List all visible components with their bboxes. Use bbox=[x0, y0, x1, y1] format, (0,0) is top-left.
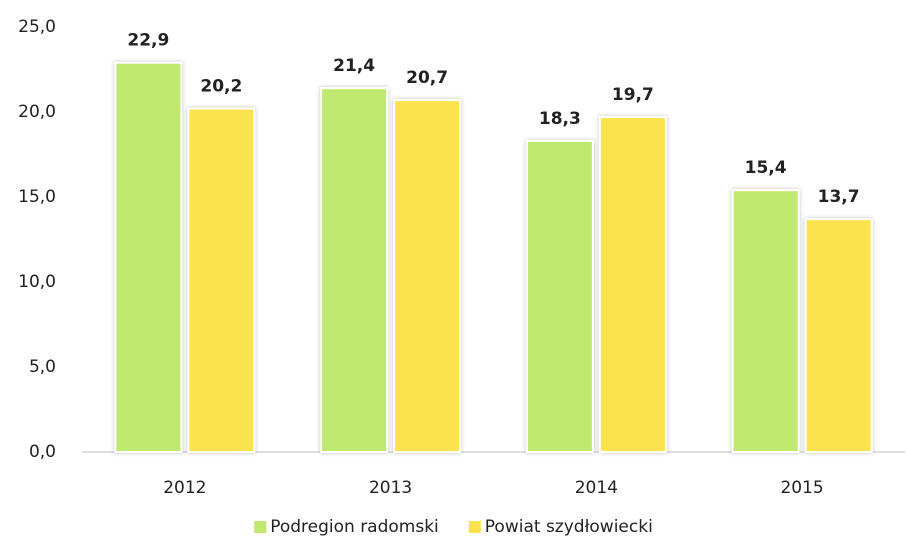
bar bbox=[114, 61, 183, 453]
bar bbox=[731, 189, 800, 453]
x-tick-label: 2013 bbox=[369, 478, 412, 498]
legend-swatch bbox=[468, 521, 481, 533]
bar bbox=[393, 99, 462, 453]
bar bbox=[525, 139, 594, 453]
x-tick-label: 2014 bbox=[575, 478, 618, 498]
value-label: 15,4 bbox=[745, 158, 787, 178]
value-label: 20,7 bbox=[406, 68, 448, 88]
value-label: 22,9 bbox=[127, 31, 169, 51]
value-label: 20,2 bbox=[200, 77, 242, 97]
y-tick-label: 0,0 bbox=[29, 442, 56, 462]
value-label: 18,3 bbox=[539, 109, 581, 129]
x-tick-label: 2015 bbox=[780, 478, 823, 498]
value-label: 19,7 bbox=[612, 85, 654, 105]
y-tick-label: 20,0 bbox=[18, 102, 56, 122]
bar bbox=[598, 116, 667, 453]
y-tick-label: 5,0 bbox=[29, 357, 56, 377]
bar bbox=[320, 87, 389, 453]
legend-label: Podregion radomski bbox=[270, 517, 439, 537]
legend-label: Powiat szydłowiecki bbox=[485, 517, 653, 537]
value-label: 13,7 bbox=[818, 187, 860, 207]
x-tick-label: 2012 bbox=[163, 478, 206, 498]
legend-swatch bbox=[254, 521, 267, 533]
bar bbox=[187, 107, 256, 453]
value-label: 21,4 bbox=[333, 56, 375, 76]
bar bbox=[804, 218, 873, 453]
y-tick-label: 10,0 bbox=[18, 272, 56, 292]
y-tick-label: 25,0 bbox=[18, 17, 56, 37]
y-tick-label: 15,0 bbox=[18, 187, 56, 207]
